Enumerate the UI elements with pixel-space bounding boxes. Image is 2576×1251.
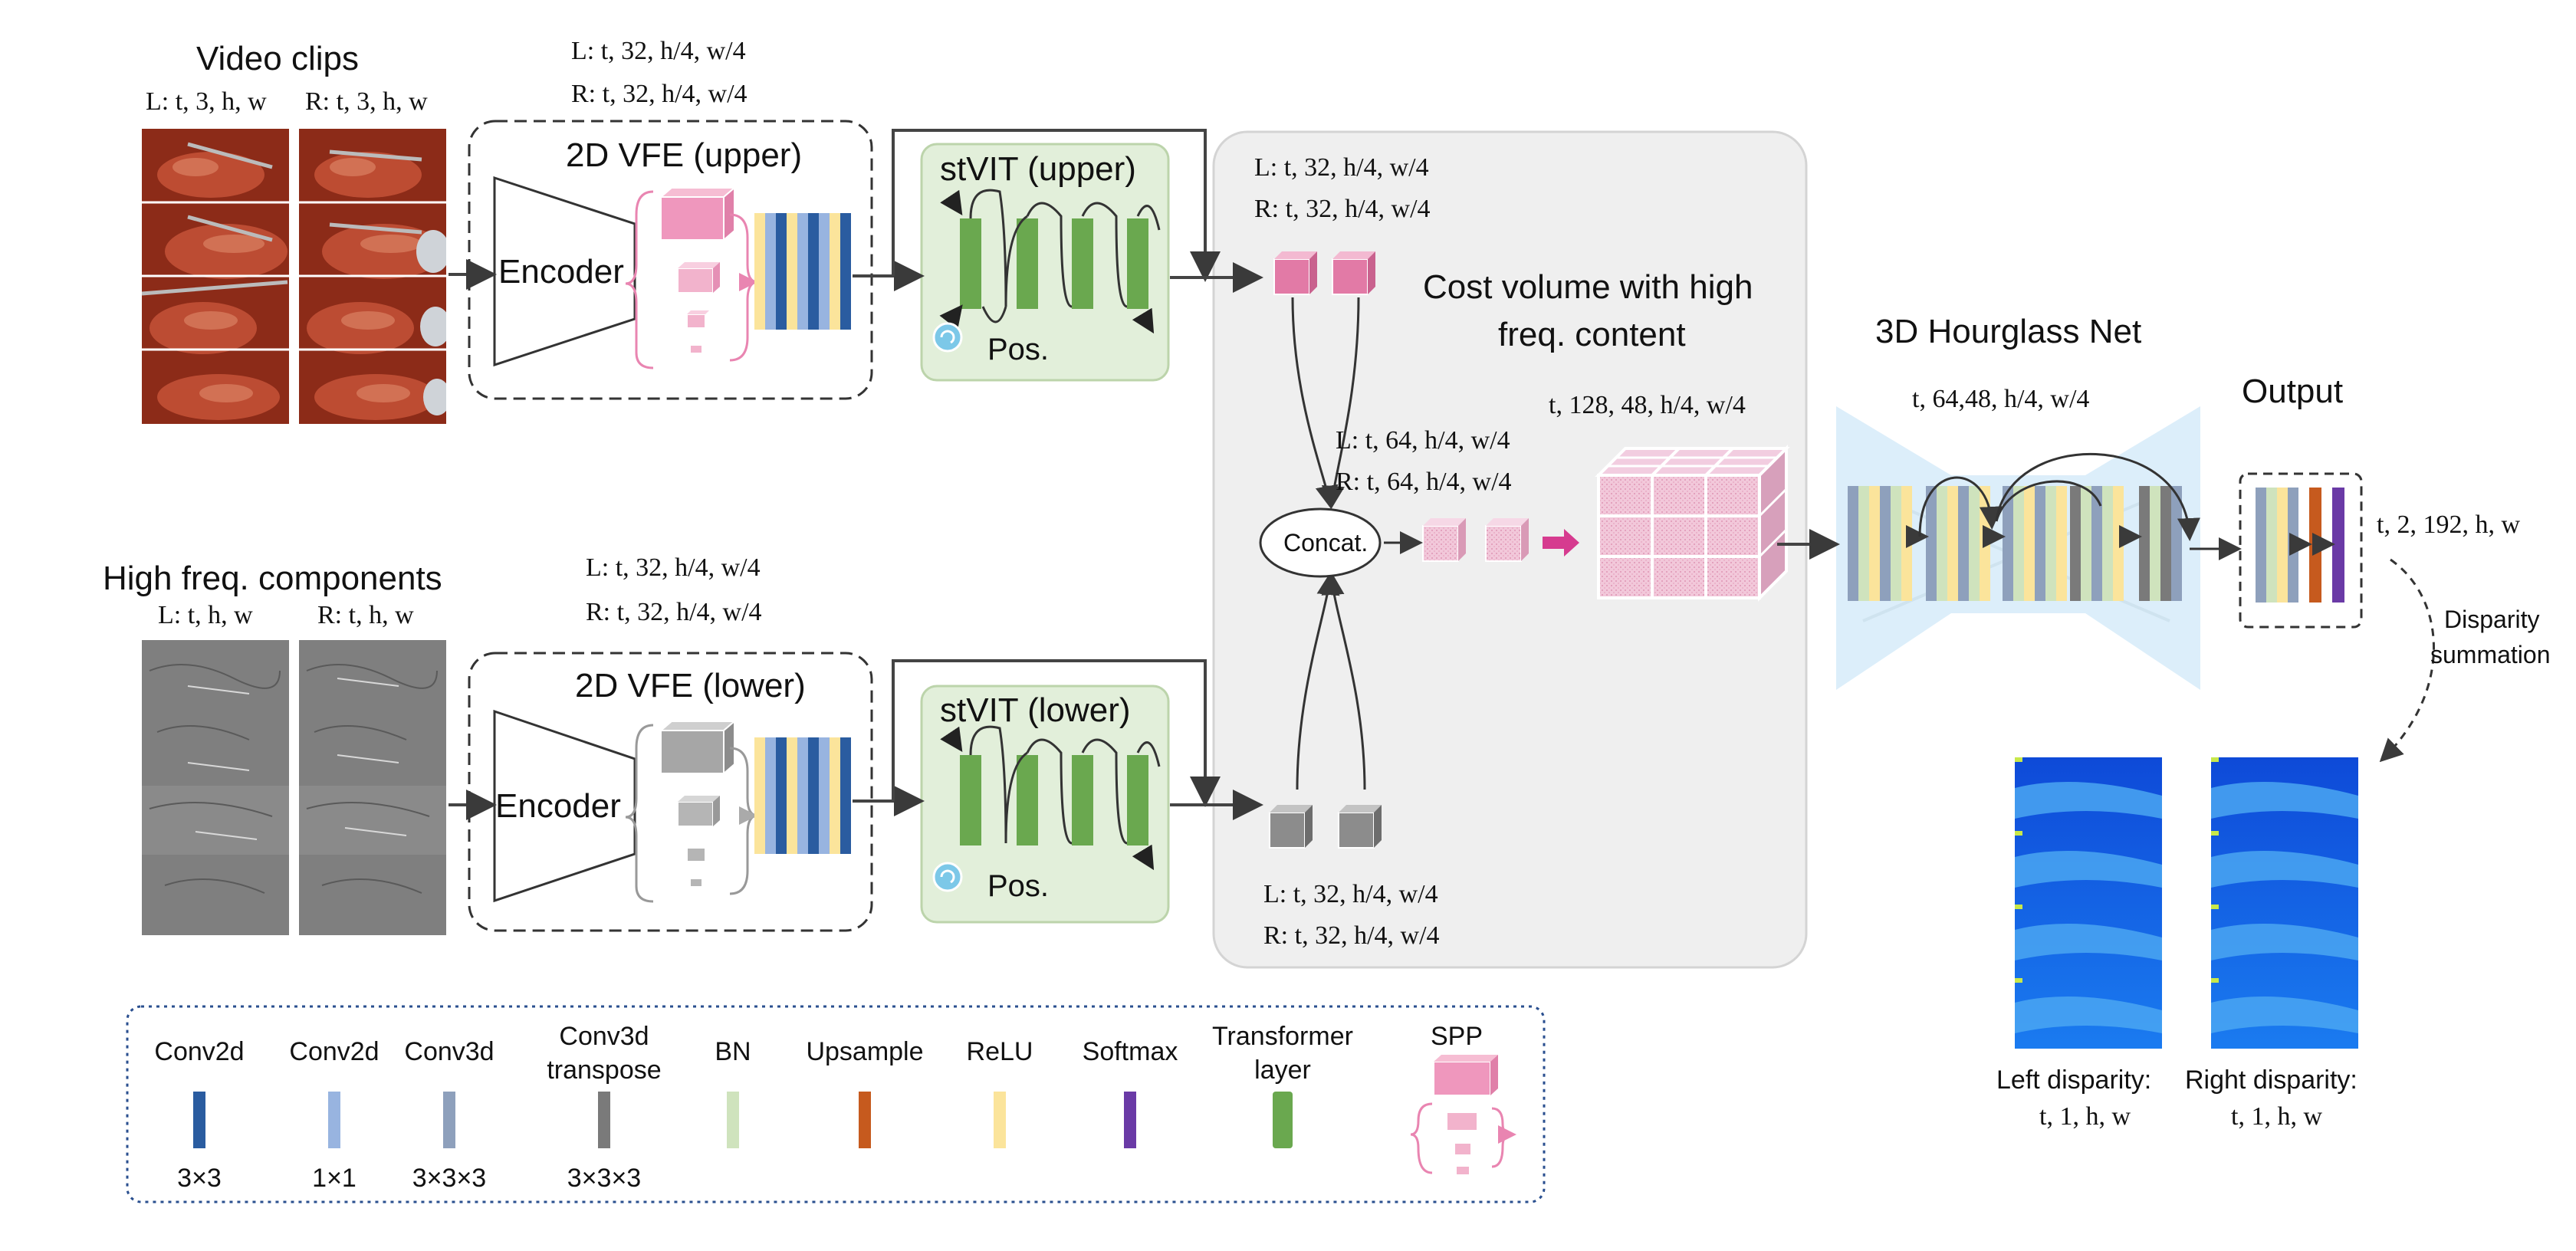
cost-volume-title-2: freq. content: [1498, 316, 1686, 353]
disparity-summation-1: Disparity: [2444, 606, 2540, 633]
vfe-upper-stripes: [754, 213, 851, 330]
cost-mid-dims-l: L: t, 64, h/4, w/4: [1336, 426, 1510, 455]
legend-box: [126, 1005, 1546, 1203]
cost-volume-cube: [1595, 445, 1790, 602]
stvit-lower-title: stVIT (lower): [940, 691, 1131, 729]
vfe-upper-dims-l: L: t, 32, h/4, w/4: [571, 37, 746, 65]
legend-label-conv3d-transpose: Conv3d transpose: [547, 1022, 662, 1085]
legend-label-upsample: Upsample: [806, 1037, 924, 1066]
encoder-lower-shape: [493, 709, 636, 903]
legend-label-relu: ReLU: [966, 1037, 1033, 1066]
vfe-lower-dims-l: L: t, 32, h/4, w/4: [586, 553, 761, 582]
stvit-lower-layers: [932, 725, 1161, 892]
highfreq-left: [142, 640, 289, 935]
stvit-upper-pos: Pos.: [987, 333, 1050, 366]
vfe-upper-title: 2D VFE (upper): [566, 136, 803, 174]
disparity-left-map: [2015, 757, 2162, 1049]
video-right-dims: R: t, 3, h, w: [305, 87, 428, 116]
video-left-dims: L: t, 3, h, w: [146, 87, 267, 116]
encoder-upper-label: Encoder: [498, 253, 624, 291]
legend-label-conv2d-3x3: Conv2d: [154, 1037, 245, 1066]
legend-label-conv3d: Conv3d: [404, 1037, 495, 1066]
encoder-upper-shape: [493, 176, 636, 367]
vfe-lower-stripes: [754, 737, 851, 854]
disparity-summation-2: summation: [2430, 641, 2551, 668]
left-disparity-dims: t, 1, h, w: [2039, 1102, 2131, 1131]
legend-label-conv2d-1x1: Conv2d: [289, 1037, 380, 1066]
cost-volume-title-1: Cost volume with high: [1423, 268, 1753, 306]
output-box: [2239, 472, 2363, 629]
highfreq-right: [299, 640, 446, 935]
magenta-arrow: [1543, 529, 1579, 557]
right-disparity-dims: t, 1, h, w: [2231, 1102, 2322, 1131]
encoder-lower-label: Encoder: [495, 787, 621, 825]
feature-cubes-top: [1273, 251, 1375, 295]
vfe-lower-dims-r: R: t, 32, h/4, w/4: [586, 598, 762, 626]
stvit-lower-pos: Pos.: [987, 869, 1050, 903]
feature-cubes-bottom: [1269, 805, 1382, 849]
cost-mid-dims-r: R: t, 64, h/4, w/4: [1336, 468, 1512, 496]
right-disparity-label: Right disparity:: [2185, 1065, 2358, 1095]
legend-label-transformer: Transformer layer: [1212, 1022, 1353, 1085]
vfe-upper-dims-r: R: t, 32, h/4, w/4: [571, 80, 748, 108]
stvit-upper-title: stVIT (upper): [940, 150, 1136, 188]
concat-label: Concat.: [1283, 529, 1368, 557]
left-disparity-label: Left disparity:: [1996, 1065, 2152, 1095]
legend-swatches: [193, 1055, 1516, 1174]
highfreq-title: High freq. components: [103, 560, 442, 597]
legend-kernel-conv2d-3x3: 3×3: [177, 1164, 222, 1193]
highfreq-left-dims: L: t, h, w: [158, 601, 253, 629]
output-blocks: [2256, 488, 2344, 603]
vfe-lower-title: 2D VFE (lower): [575, 667, 806, 704]
hourglass-title: 3D Hourglass Net: [1875, 313, 2142, 350]
stvit-upper-layers: [932, 189, 1161, 353]
spp-upper: [625, 186, 758, 369]
cost-top-dims-r: R: t, 32, h/4, w/4: [1254, 195, 1431, 223]
cost-top-dims-l: L: t, 32, h/4, w/4: [1254, 153, 1429, 182]
legend-kernel-conv3d-transpose: 3×3×3: [567, 1164, 642, 1193]
legend-label-bn: BN: [715, 1037, 751, 1066]
highfreq-right-dims: R: t, h, w: [317, 601, 414, 629]
video-clip-left: [142, 129, 289, 424]
cost-bot-dims-r: R: t, 32, h/4, w/4: [1263, 921, 1440, 950]
disparity-right-map: [2211, 757, 2358, 1049]
legend-label-softmax: Softmax: [1082, 1037, 1178, 1066]
spp-lower: [625, 719, 758, 903]
legend-kernel-conv3d: 3×3×3: [412, 1164, 487, 1193]
cost-bot-dims-l: L: t, 32, h/4, w/4: [1263, 880, 1438, 908]
legend-label-spp: SPP: [1430, 1022, 1484, 1051]
video-clip-right: [299, 129, 446, 424]
video-clips-title: Video clips: [196, 40, 359, 77]
hourglass-blocks: [1848, 486, 2182, 601]
cost-volume-dims: t, 128, 48, h/4, w/4: [1549, 391, 1746, 419]
output-title: Output: [2242, 373, 2344, 410]
output-dims: t, 2, 192, h, w: [2377, 511, 2520, 539]
feature-cubes-concat: [1422, 518, 1529, 562]
concat-node: [1259, 507, 1382, 578]
legend-kernel-conv2d-1x1: 1×1: [312, 1164, 356, 1193]
hourglass-dims: t, 64,48, h/4, w/4: [1912, 385, 2090, 413]
